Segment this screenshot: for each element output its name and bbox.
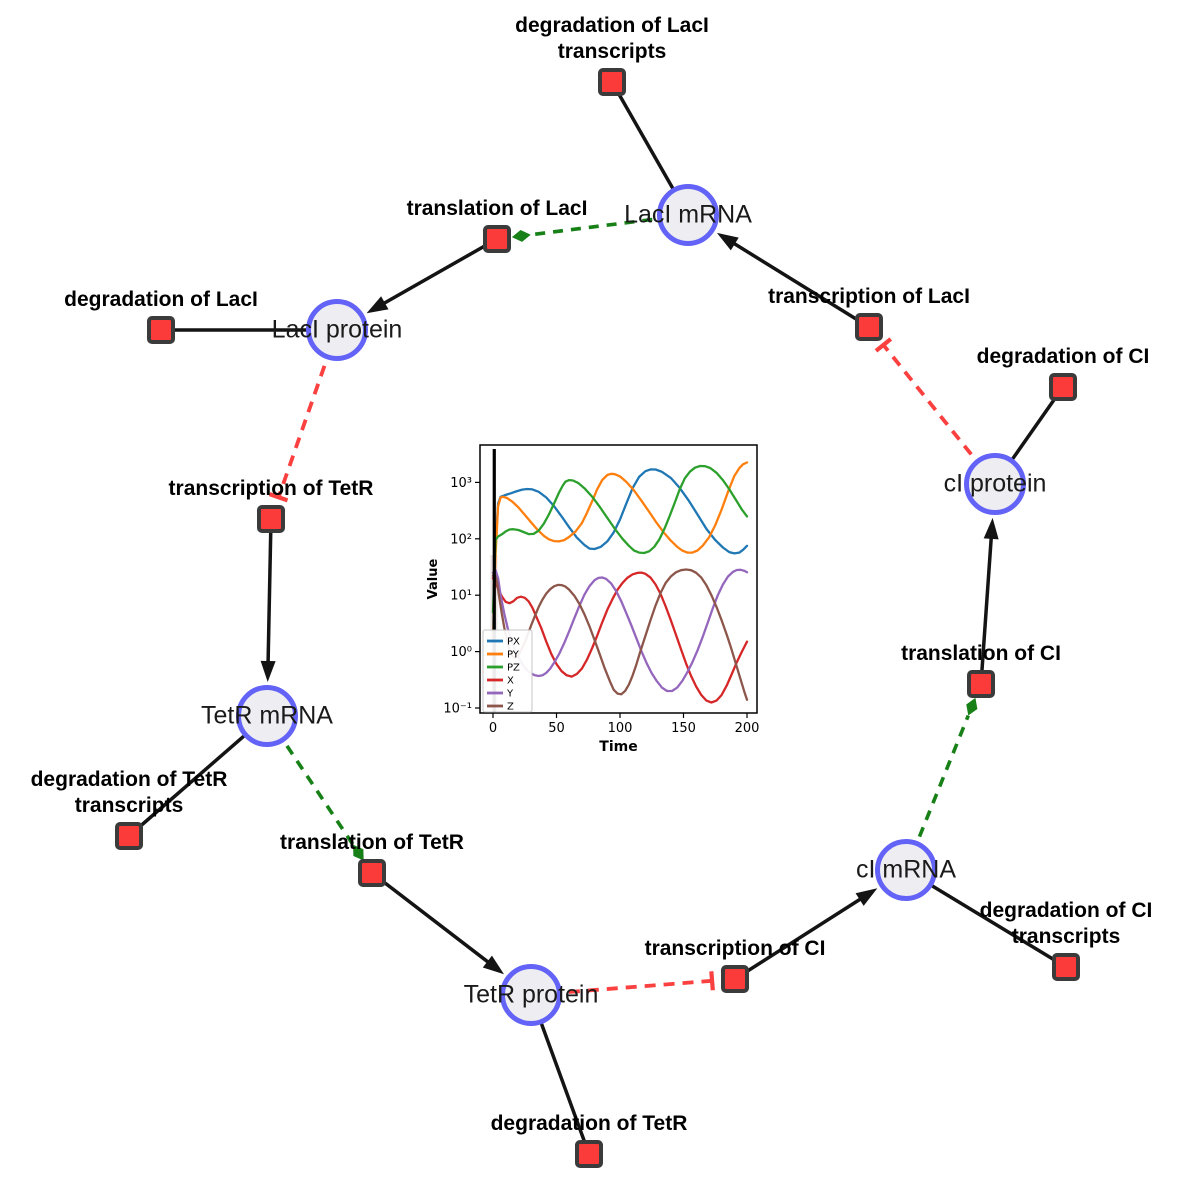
reaction-label-line: degradation of CI xyxy=(979,899,1153,922)
reaction-node-tx-ci[interactable] xyxy=(721,965,749,993)
edge-tx-ci-ci-mrna xyxy=(734,891,871,981)
x-axis-title: Time xyxy=(599,739,637,755)
edge-tl-ci-ci-protein xyxy=(979,526,994,685)
x-tick-label: 200 xyxy=(735,721,760,736)
species-node-laci-mrna[interactable] xyxy=(657,184,719,246)
species-label-ci-protein: cI protein xyxy=(943,469,1047,498)
reaction-label-line: degradation of TetR xyxy=(490,1112,688,1135)
reaction-node-deg-ci-tx[interactable] xyxy=(1052,953,1080,981)
reaction-node-tx-laci[interactable] xyxy=(855,313,883,341)
reaction-node-tl-tetr[interactable] xyxy=(358,859,386,887)
legend-label-y: Y xyxy=(506,689,514,700)
edge-tx-laci-laci-mrna-arrowhead-icon xyxy=(716,232,739,251)
timeseries-inset: 0 50 100 150 200 10⁻¹ 10⁰ 10¹ 10² 10³ Time Value PX P… xyxy=(423,437,775,767)
reaction-label-line: degradation of LacI xyxy=(64,288,258,311)
edge-laci-mrna-tl-laci-diamond-icon xyxy=(511,229,531,242)
reaction-label-deg-ci: degradation of CI xyxy=(977,344,1150,370)
edge-tx-tetr-tetr-mrna-arrowhead-icon xyxy=(260,660,276,683)
reaction-label-tx-tetr: transcription of TetR xyxy=(169,476,374,502)
series-curve-pz xyxy=(491,464,749,614)
reaction-label-line: transcripts xyxy=(1011,925,1121,948)
edge-laci-protein-tx-tetr-tee-icon xyxy=(268,492,289,503)
species-label-laci-mrna: LacI mRNA xyxy=(624,200,752,229)
y-tick-label: 10⁻¹ xyxy=(443,702,472,717)
reaction-label-deg-ci-tx: degradation of CI transcripts xyxy=(980,898,1153,950)
edge-ci-mrna-deg-ci-tx xyxy=(905,868,1067,969)
series-curve-x xyxy=(491,571,749,704)
reaction-node-tx-tetr[interactable] xyxy=(257,505,285,533)
reaction-node-deg-ci[interactable] xyxy=(1049,373,1077,401)
species-node-ci-protein[interactable] xyxy=(964,453,1026,515)
x-tick-label: 100 xyxy=(608,721,633,736)
reaction-label-tx-laci: transcription of LacI xyxy=(768,284,970,310)
series-curve-px xyxy=(491,468,749,636)
y-tick-label: 10¹ xyxy=(450,589,472,604)
legend-label-x: X xyxy=(507,676,514,687)
edge-tetr-protein-tx-ci-tee-icon xyxy=(709,971,715,991)
legend-label-pz: PZ xyxy=(507,663,520,674)
reaction-label-line: degradation of CI xyxy=(976,345,1150,368)
edge-tx-tetr-tetr-mrna xyxy=(266,518,273,674)
series-curve-py xyxy=(491,461,749,643)
species-node-tetr-protein[interactable] xyxy=(500,964,562,1026)
reaction-label-deg-tetr-tx: degradation of TetR transcripts xyxy=(31,767,228,819)
reaction-label-line: transcripts xyxy=(74,794,184,817)
reaction-label-tl-ci: translation of CI xyxy=(901,641,1061,667)
reaction-node-deg-laci[interactable] xyxy=(147,316,175,344)
reaction-label-line: degradation of LacI xyxy=(515,14,709,37)
species-label-tetr-protein: TetR protein xyxy=(463,980,599,1009)
reaction-node-tl-ci[interactable] xyxy=(967,670,995,698)
reaction-node-deg-tetr[interactable] xyxy=(575,1140,603,1168)
reaction-label-tx-ci: transcription of CI xyxy=(645,936,826,962)
species-node-laci-protein[interactable] xyxy=(306,299,368,361)
reaction-label-line: transcripts xyxy=(557,40,667,63)
reaction-label-deg-laci: degradation of LacI xyxy=(64,287,258,313)
edge-tl-laci-laci-protein xyxy=(373,237,498,311)
edge-tl-tetr-tetr-protein-arrowhead-icon xyxy=(482,955,505,975)
reaction-label-line: degradation of TetR xyxy=(30,768,228,791)
species-node-ci-mrna[interactable] xyxy=(875,839,937,901)
reaction-label-line: transcription of CI xyxy=(644,937,826,960)
edge-tl-laci-laci-protein-arrowhead-icon xyxy=(366,296,389,314)
species-label-laci-protein: LacI protein xyxy=(271,315,403,344)
reaction-label-line: translation of LacI xyxy=(406,197,588,220)
reaction-node-tl-laci[interactable] xyxy=(483,225,511,253)
plot-frame xyxy=(479,444,758,714)
y-tick-label: 10² xyxy=(450,532,472,547)
edge-ci-mrna-tl-ci-diamond-icon xyxy=(966,697,978,716)
legend-label-z: Z xyxy=(507,702,514,713)
species-label-tetr-mrna: TetR mRNA xyxy=(201,701,333,730)
edge-tl-tetr-tetr-protein xyxy=(370,871,498,971)
species-node-tetr-mrna[interactable] xyxy=(236,685,298,747)
reaction-label-line: transcription of LacI xyxy=(768,285,970,308)
edge-tetr-mrna-tl-tetr-diamond-icon xyxy=(353,844,364,861)
reaction-node-deg-laci-tx[interactable] xyxy=(598,68,626,96)
legend-label-px: PX xyxy=(507,637,520,648)
y-axis-title: Value xyxy=(426,558,441,599)
reaction-label-line: translation of TetR xyxy=(280,831,464,854)
reaction-label-deg-laci-tx: degradation of LacI transcripts xyxy=(515,13,709,65)
x-tick-label: 150 xyxy=(671,721,696,736)
timeseries-chart: 0 50 100 150 200 10⁻¹ 10⁰ 10¹ 10² 10³ Time Value PX P… xyxy=(426,444,760,755)
reaction-label-line: translation of CI xyxy=(901,642,1061,665)
x-tick-label: 50 xyxy=(548,721,565,736)
reaction-label-tl-tetr: translation of TetR xyxy=(280,830,464,856)
x-tick-label: 0 xyxy=(489,721,497,736)
reaction-label-line: transcription of TetR xyxy=(168,477,374,500)
reaction-node-deg-tetr-tx[interactable] xyxy=(115,822,143,850)
edge-tl-ci-ci-protein-arrowhead-icon xyxy=(983,517,999,540)
legend-label-py: PY xyxy=(507,650,520,661)
edge-ci-protein-tx-laci-tee-icon xyxy=(874,337,893,353)
edge-tx-ci-ci-mrna-arrowhead-icon xyxy=(855,888,878,906)
y-tick-label: 10⁰ xyxy=(450,645,472,660)
reaction-label-deg-tetr: degradation of TetR xyxy=(491,1111,688,1137)
legend-box xyxy=(482,629,533,713)
reaction-label-tl-laci: translation of LacI xyxy=(407,196,588,222)
edge-tx-laci-laci-mrna xyxy=(723,236,870,329)
y-tick-label: 10³ xyxy=(450,476,472,491)
species-label-ci-mrna: cI mRNA xyxy=(856,855,956,884)
